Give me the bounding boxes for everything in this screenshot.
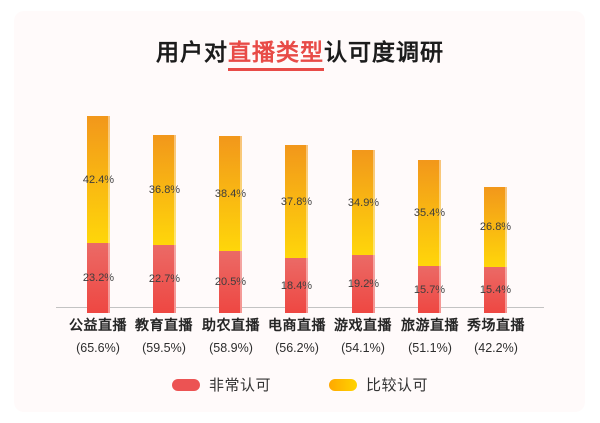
segment-approve-somewhat: 38.4%	[215, 136, 246, 251]
category-label: 教育直播 (59.5%)	[124, 315, 204, 355]
category-total: (56.2%)	[275, 341, 319, 355]
title-prefix: 用户对	[156, 39, 228, 65]
legend-label: 非常认可	[208, 377, 271, 394]
segment-value-label: 18.4%	[280, 279, 313, 292]
segment-value-label: 34.9%	[347, 196, 380, 209]
category-label: 旅游直播 (51.1%)	[390, 315, 470, 355]
category-label: 助农直播 (58.9%)	[191, 315, 271, 355]
chart-legend: 非常认可 比较认可	[0, 374, 600, 395]
legend-swatch-red	[171, 378, 200, 391]
category-name: 教育直播	[135, 317, 193, 333]
category-name: 公益直播	[69, 317, 127, 333]
segment-approve-strongly: 19.2%	[348, 255, 379, 313]
category-total: (58.9%)	[209, 341, 253, 355]
legend-item-approve-somewhat: 比较认可	[329, 374, 428, 395]
category-label: 电商直播 (56.2%)	[257, 315, 337, 355]
segment-value-label: 19.2%	[347, 278, 380, 290]
segment-approve-somewhat: 34.9%	[348, 150, 379, 255]
stacked-bar: 38.4% 20.5%	[215, 136, 246, 313]
segment-value-label: 20.5%	[214, 276, 247, 288]
category-total: (65.6%)	[76, 341, 120, 355]
legend-item-approve-strongly: 非常认可	[171, 374, 271, 395]
segment-approve-somewhat: 36.8%	[149, 135, 180, 245]
segment-approve-somewhat: 35.4%	[414, 160, 445, 266]
stacked-bar: 35.4% 15.7%	[414, 160, 445, 313]
chart-title: 用户对直播类型认可度调研	[0, 33, 600, 71]
category-label: 秀场直播 (42.2%)	[456, 315, 536, 355]
category-total: (51.1%)	[408, 341, 452, 355]
segment-approve-strongly: 15.7%	[414, 266, 445, 313]
stacked-bar: 42.4% 23.2%	[83, 116, 114, 313]
segment-value-label: 15.7%	[413, 283, 446, 296]
segment-value-label: 36.8%	[148, 184, 181, 196]
category-name: 电商直播	[268, 317, 326, 333]
category-total: (42.2%)	[474, 341, 518, 355]
category-name: 旅游直播	[401, 317, 459, 333]
segment-value-label: 37.8%	[280, 195, 313, 208]
segment-approve-strongly: 23.2%	[83, 243, 114, 313]
segment-value-label: 15.4%	[479, 284, 512, 296]
category-total: (59.5%)	[142, 341, 186, 355]
category-label: 公益直播 (65.6%)	[58, 315, 138, 355]
category-total: (54.1%)	[341, 341, 385, 355]
title-highlight: 直播类型	[228, 39, 324, 71]
segment-value-label: 42.4%	[82, 173, 115, 186]
stacked-bar: 37.8% 18.4%	[281, 145, 312, 313]
segment-value-label: 26.8%	[479, 221, 512, 233]
segment-approve-somewhat: 26.8%	[480, 187, 511, 267]
segment-approve-somewhat: 42.4%	[83, 116, 114, 243]
segment-approve-strongly: 22.7%	[149, 245, 180, 313]
legend-label: 比较认可	[366, 377, 429, 394]
segment-value-label: 23.2%	[82, 272, 115, 284]
segment-approve-strongly: 20.5%	[215, 251, 246, 313]
segment-value-label: 38.4%	[214, 187, 247, 200]
stacked-bar: 36.8% 22.7%	[149, 135, 180, 313]
title-suffix: 认可度调研	[324, 39, 444, 65]
category-label: 游戏直播 (54.1%)	[323, 315, 403, 355]
segment-approve-strongly: 18.4%	[281, 258, 312, 313]
category-name: 助农直播	[202, 317, 260, 333]
stacked-bar: 26.8% 15.4%	[480, 187, 511, 313]
category-name: 游戏直播	[334, 317, 392, 333]
stacked-bar: 34.9% 19.2%	[348, 150, 379, 313]
segment-approve-somewhat: 37.8%	[281, 145, 312, 258]
segment-value-label: 35.4%	[413, 207, 446, 219]
segment-approve-strongly: 15.4%	[480, 267, 511, 313]
category-name: 秀场直播	[467, 317, 525, 333]
segment-value-label: 22.7%	[148, 273, 181, 285]
legend-swatch-yellow	[329, 378, 357, 391]
